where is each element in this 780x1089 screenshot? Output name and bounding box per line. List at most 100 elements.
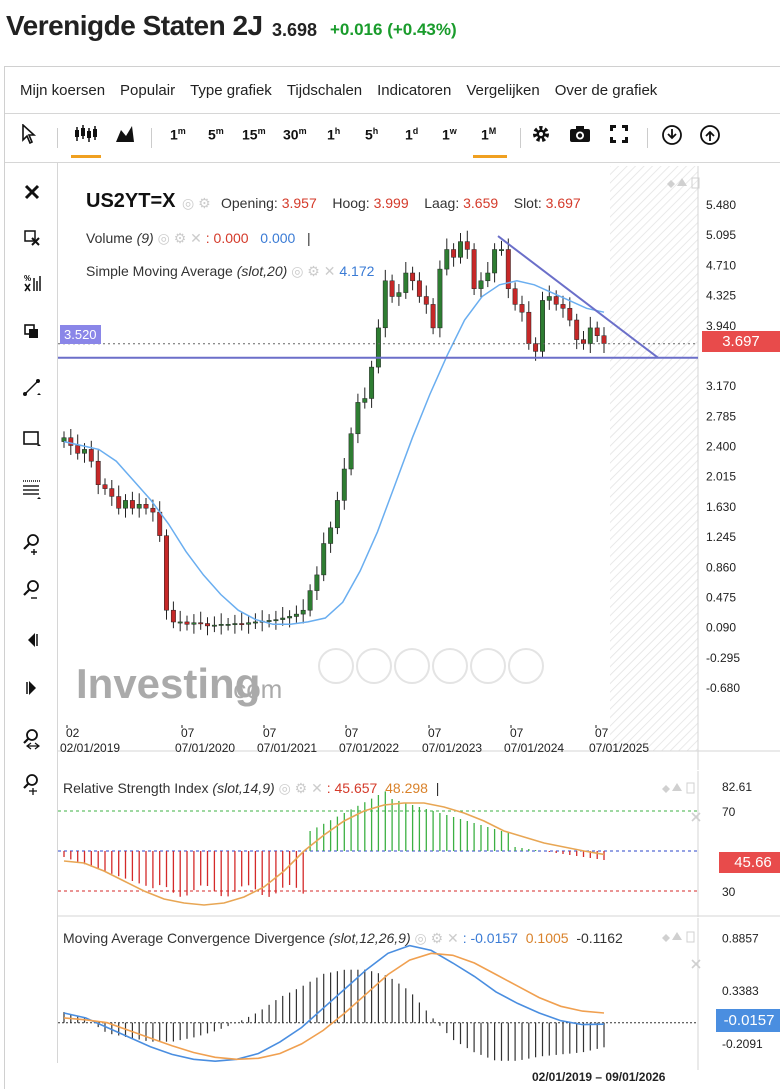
candle-down	[574, 319, 580, 340]
menu-compare[interactable]: Vergelijken	[466, 81, 540, 99]
menu-about-chart[interactable]: Over de grafiek	[554, 81, 658, 99]
candle-down	[150, 507, 156, 513]
candle-up	[478, 280, 484, 289]
macd-panel-controls-icon[interactable]	[658, 931, 701, 969]
candle-up	[485, 272, 491, 282]
area-chart-icon[interactable]	[115, 124, 135, 147]
main-price-chart[interactable]: 5.480 5.095 4.710 4.325 3.940 3.170 2.785 2.400…	[58, 166, 780, 770]
scroll-left-icon[interactable]	[19, 627, 45, 653]
timeframe-15m[interactable]: 15m	[242, 126, 266, 143]
scroll-right-icon[interactable]	[19, 675, 45, 701]
candle-up	[266, 620, 272, 622]
candle-down	[471, 249, 477, 289]
symbol-eye-icons[interactable]: ◎ ⚙	[182, 195, 211, 211]
menu-chart-type[interactable]: Type grafiek	[190, 81, 272, 99]
x-date-label: 07/01/2022	[339, 741, 399, 755]
candle-down	[512, 288, 518, 305]
y-tick-label: 0.090	[706, 621, 736, 635]
menu-popular[interactable]: Populair	[120, 81, 176, 99]
candle-up	[123, 500, 128, 509]
candle-up	[246, 622, 252, 625]
candle-down	[205, 623, 210, 627]
timeframe-1h[interactable]: 1h	[327, 126, 341, 143]
y-tick-label: 3.940	[706, 319, 736, 333]
rsi-panel-controls-icon[interactable]	[658, 782, 701, 822]
timeframe-1w[interactable]: 1w	[442, 126, 457, 143]
timeframe-1m[interactable]: 1m	[170, 126, 186, 143]
y-tick-label: 4.710	[706, 258, 736, 272]
zoom-fit-icon[interactable]	[19, 771, 45, 797]
candle-down	[553, 296, 559, 305]
macd-y-tick-label: 0.3383	[722, 984, 759, 998]
download-icon[interactable]	[661, 124, 683, 149]
x-tick-mark-label: 07	[263, 726, 277, 740]
candle-up	[540, 300, 545, 352]
candle-down	[116, 496, 122, 509]
camera-icon[interactable]	[569, 124, 591, 147]
macd-panel[interactable]: 0.8857 0.3383 -0.2091	[58, 918, 780, 1070]
volume-legend: Volume (9) ◎ ⚙ ✕ : 0.000 0.000 |	[86, 230, 311, 246]
macd-signal-line	[63, 952, 605, 1061]
zoom-out-icon[interactable]	[19, 577, 45, 603]
y-tick-label: -0.295	[706, 651, 740, 665]
timeframe-1M[interactable]: 1M	[481, 126, 497, 143]
crosshair-x-icon[interactable]	[19, 225, 45, 251]
drawing-sidebar: %	[5, 163, 58, 1063]
candle-up	[396, 292, 402, 297]
fibonacci-icon[interactable]	[19, 475, 45, 501]
candle-up	[82, 449, 87, 454]
timeframe-5h[interactable]: 5h	[365, 126, 379, 143]
candle-down	[88, 449, 94, 462]
candle-up	[273, 619, 279, 622]
menu-my-quotes[interactable]: Mijn koersen	[20, 81, 106, 99]
rectangle-icon[interactable]	[19, 426, 45, 452]
close-x-icon[interactable]	[19, 179, 45, 205]
timeframe-5m[interactable]: 5m	[208, 126, 224, 143]
candle-up	[287, 616, 293, 619]
candle-up	[341, 468, 347, 501]
last-price: 3.698	[272, 20, 318, 40]
watermark-suffix: .com	[226, 674, 282, 704]
x-date-label: 07/01/2024	[504, 741, 564, 755]
y-tick-label: 2.015	[706, 470, 736, 484]
upload-icon[interactable]	[699, 124, 721, 149]
panel-controls-icon[interactable]	[663, 177, 700, 189]
x-tick-mark-label: 07	[595, 726, 609, 740]
timeframe-1d[interactable]: 1d	[405, 126, 419, 143]
cursor-icon[interactable]	[21, 123, 37, 147]
menu-timescales[interactable]: Tijdschalen	[286, 81, 363, 99]
x-date-label: 07/01/2023	[422, 741, 482, 755]
macd-legend: Moving Average Convergence Divergence (s…	[63, 930, 623, 946]
candle-down	[75, 445, 81, 454]
menu-indicators[interactable]: Indicatoren	[377, 81, 452, 99]
candle-up	[225, 624, 231, 626]
copy-icon[interactable]	[19, 319, 45, 345]
zoom-reset-icon[interactable]	[19, 726, 45, 752]
candle-down	[505, 249, 511, 289]
zoom-in-icon[interactable]	[19, 531, 45, 557]
candle-up	[280, 617, 286, 620]
watermark-logo: Investing	[76, 660, 260, 707]
y-tick-label: 0.860	[706, 560, 736, 574]
candle-up	[232, 623, 238, 625]
x-tick-mark-label: 07	[345, 726, 359, 740]
level-label: 3.520	[60, 325, 101, 344]
settings-gear-icon[interactable]	[531, 124, 551, 147]
price-change: +0.016 (+0.43%)	[330, 20, 457, 39]
trend-line-icon[interactable]	[19, 375, 45, 401]
candle-up	[300, 609, 306, 615]
fullscreen-icon[interactable]	[609, 124, 629, 147]
rsi-panel[interactable]: 82.61 70 30	[58, 771, 780, 917]
nav-controls[interactable]	[318, 648, 544, 684]
future-hatch-area	[610, 166, 698, 751]
candle-up	[369, 366, 375, 399]
candle-up	[382, 280, 388, 329]
page-title: Verenigde Staten 2J	[6, 10, 263, 41]
candle-up	[328, 527, 334, 544]
timeframe-30m[interactable]: 30m	[283, 126, 307, 143]
candle-up	[499, 249, 504, 251]
indicators-icon[interactable]: %	[19, 269, 45, 295]
candle-up	[458, 241, 463, 258]
candlestick-icon[interactable]	[73, 124, 99, 147]
candle-down	[430, 304, 436, 329]
